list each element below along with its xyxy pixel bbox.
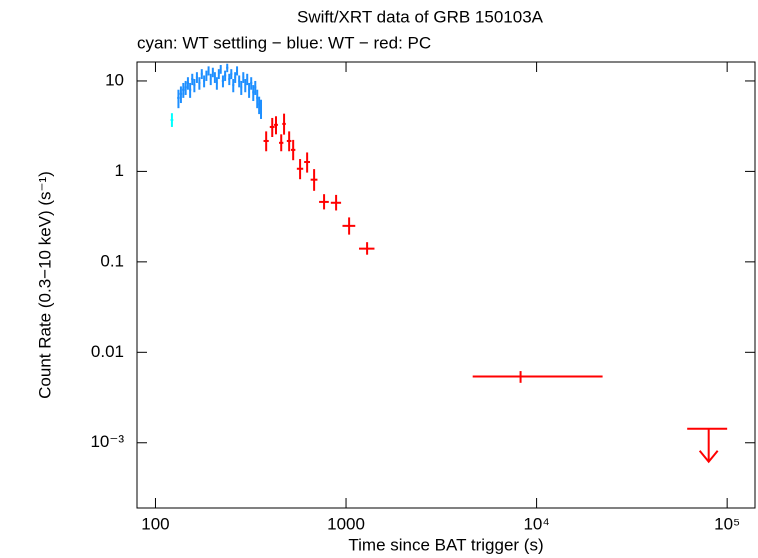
x-tick-label: 10⁴	[523, 514, 549, 533]
chart-subtitle: cyan: WT settling − blue: WT − red: PC	[137, 33, 431, 52]
y-tick-label: 10⁻³	[90, 432, 124, 451]
y-tick-label: 1	[115, 161, 124, 180]
x-tick-label: 100	[141, 514, 169, 533]
y-axis-label: Count Rate (0.3−10 keV) (s⁻¹)	[35, 171, 54, 399]
y-tick-label: 0.1	[100, 251, 124, 270]
y-tick-label: 0.01	[91, 342, 124, 361]
x-axis-label: Time since BAT trigger (s)	[348, 535, 543, 554]
x-tick-label: 1000	[327, 514, 365, 533]
plot-frame	[136, 61, 756, 509]
x-tick-label: 10⁵	[714, 514, 740, 533]
y-tick-label: 10	[105, 70, 124, 89]
upper-limit-arrowhead	[698, 450, 719, 464]
chart-title: Swift/XRT data of GRB 150103A	[297, 7, 544, 26]
